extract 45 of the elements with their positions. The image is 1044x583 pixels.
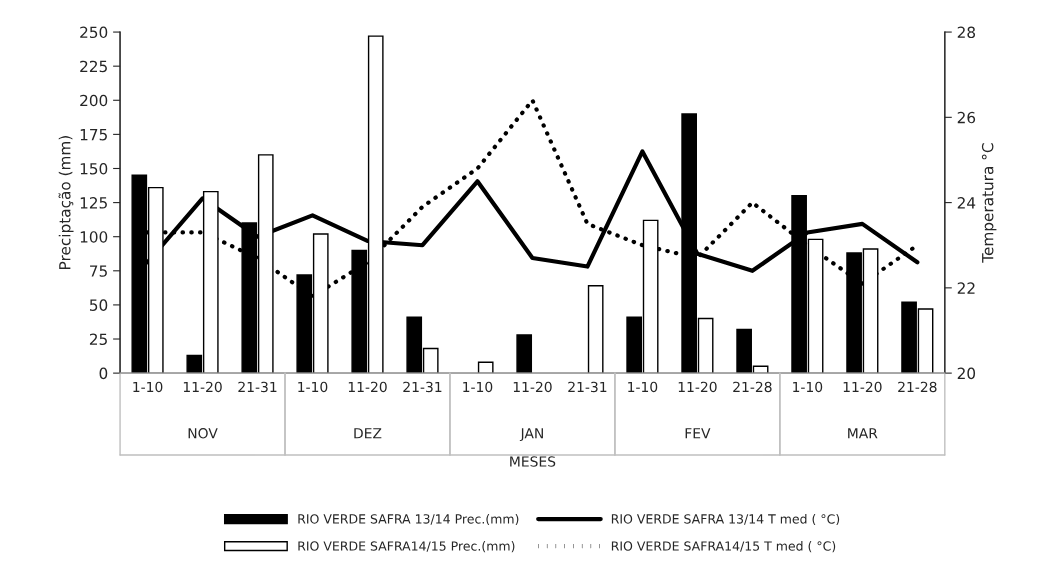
y-tick-label: 150: [80, 162, 108, 175]
text: DEZ: [354, 428, 382, 439]
x-tick-label: 21-28: [898, 381, 937, 393]
legend-label: RIO VERDE SAFRA14/15 T med ( °C): [611, 541, 836, 553]
text: NOV: [188, 428, 218, 439]
legend-label: RIO VERDE SAFRA 13/14 Prec.(mm): [298, 513, 519, 526]
text: FEV: [685, 428, 711, 439]
y-tick-label: 250: [80, 26, 108, 39]
x-tick-label: 1-10: [133, 381, 163, 393]
y2-tick-label: 26: [957, 111, 976, 124]
x-tick-label: 1-10: [463, 381, 493, 393]
y-tick-label: 200: [80, 94, 108, 107]
bar: [587, 285, 604, 374]
x-tick-label: 21-31: [238, 381, 277, 393]
y2-tick-label: 24: [957, 197, 976, 209]
y2-axis-title: Temperatura °C: [981, 143, 997, 263]
x-tick-label: 11-20: [348, 381, 387, 393]
y-tick-label: 125: [80, 197, 107, 209]
y-tick-label: 225: [80, 60, 107, 73]
y-tick-label: 50: [89, 299, 108, 311]
x-tick-label: 1-10: [628, 381, 658, 393]
x-tick-label: 21-31: [403, 381, 442, 393]
x-tick-label: 1-10: [298, 381, 328, 393]
bar: [516, 334, 533, 374]
x-tick-label: 1-10: [793, 381, 823, 393]
y-tick-label: 175: [80, 129, 107, 141]
y-tick-label: 75: [90, 265, 107, 277]
x-axis-title: MESES: [510, 456, 556, 467]
text: JAN: [519, 428, 543, 442]
y2-tick-label: 22: [957, 282, 975, 294]
x-tick-label: 11-20: [678, 381, 717, 393]
y2-tick-label: 20: [957, 367, 976, 380]
y2-tick-label: 28: [957, 26, 976, 39]
x-tick-label: 11-20: [513, 381, 552, 393]
y-tick-label: 100: [80, 231, 108, 243]
x-tick-label: 21-28: [733, 381, 772, 393]
legend-label: RIO VERDE SAFRA14/15 Prec.(mm): [298, 541, 515, 553]
y-tick-label: 25: [89, 333, 107, 346]
legend-label: RIO VERDE SAFRA 13/14 T med ( °C): [611, 513, 840, 526]
y-axis-title: Preciptação (mm): [58, 136, 74, 269]
x-tick-label: 21-31: [568, 381, 607, 393]
y-tick-label: 0: [99, 367, 108, 380]
x-tick-label: 11-20: [843, 381, 882, 393]
text: MAR: [848, 428, 878, 439]
x-tick-label: 11-20: [183, 381, 222, 393]
